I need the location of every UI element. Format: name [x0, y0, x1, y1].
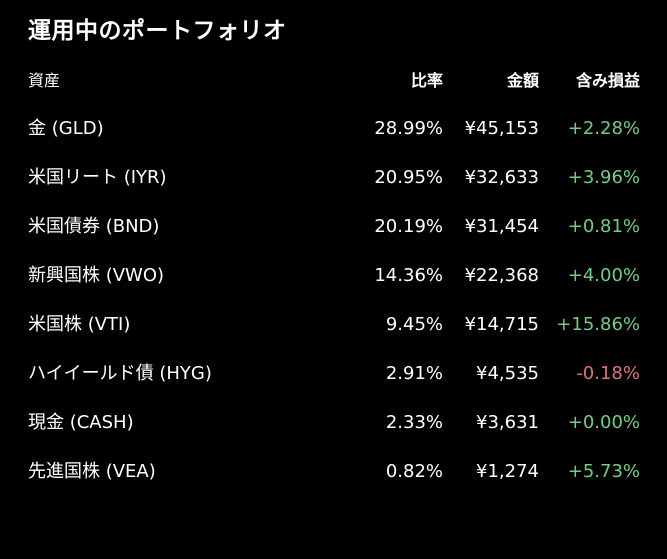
asset-name: 現金 (CASH)	[28, 412, 134, 433]
asset-amount: ¥31,454	[464, 216, 539, 237]
asset-gain: -0.18%	[576, 363, 640, 384]
page-title: 運用中のポートフォリオ	[28, 18, 287, 44]
asset-ratio: 14.36%	[374, 265, 443, 286]
asset-name: 米国債券 (BND)	[28, 216, 160, 237]
asset-gain: +15.86%	[556, 314, 640, 335]
asset-gain: +2.28%	[567, 118, 640, 139]
asset-gain: +3.96%	[567, 167, 640, 188]
table-row[interactable]: 米国リート (IYR) 20.95% ¥32,633 +3.96%	[0, 149, 667, 198]
asset-amount: ¥14,715	[464, 314, 539, 335]
asset-gain: +0.81%	[567, 216, 640, 237]
holdings-table: 資産 比率 金額 含み損益 金 (GLD) 28.99% ¥45,153 +2.…	[0, 62, 667, 492]
asset-name: 金 (GLD)	[28, 118, 104, 139]
column-header-asset: 資産	[28, 71, 61, 90]
asset-amount: ¥3,631	[476, 412, 539, 433]
asset-ratio: 20.19%	[374, 216, 443, 237]
asset-amount: ¥1,274	[476, 461, 539, 482]
table-row[interactable]: 現金 (CASH) 2.33% ¥3,631 +0.00%	[0, 394, 667, 443]
asset-ratio: 20.95%	[374, 167, 443, 188]
asset-gain: +5.73%	[567, 461, 640, 482]
asset-amount: ¥45,153	[464, 118, 539, 139]
asset-name: 先進国株 (VEA)	[28, 461, 156, 482]
asset-amount: ¥32,633	[464, 167, 539, 188]
asset-amount: ¥4,535	[476, 363, 539, 384]
table-row[interactable]: 先進国株 (VEA) 0.82% ¥1,274 +5.73%	[0, 443, 667, 492]
asset-gain: +4.00%	[567, 265, 640, 286]
asset-ratio: 9.45%	[385, 314, 443, 335]
table-row[interactable]: ハイイールド債 (HYG) 2.91% ¥4,535 -0.18%	[0, 345, 667, 394]
asset-ratio: 2.91%	[385, 363, 443, 384]
asset-amount: ¥22,368	[464, 265, 539, 286]
table-row[interactable]: 金 (GLD) 28.99% ¥45,153 +2.28%	[0, 100, 667, 149]
column-header-gain: 含み損益	[575, 71, 640, 90]
column-header-amount: 金額	[506, 71, 539, 90]
asset-name: 米国リート (IYR)	[28, 167, 167, 188]
asset-ratio: 28.99%	[374, 118, 443, 139]
asset-ratio: 0.82%	[385, 461, 443, 482]
table-header-row: 資産 比率 金額 含み損益	[0, 62, 667, 100]
column-header-ratio: 比率	[410, 71, 443, 90]
asset-name: 新興国株 (VWO)	[28, 265, 165, 286]
asset-name: 米国株 (VTI)	[28, 314, 131, 335]
table-row[interactable]: 新興国株 (VWO) 14.36% ¥22,368 +4.00%	[0, 247, 667, 296]
asset-name: ハイイールド債 (HYG)	[28, 363, 212, 384]
asset-gain: +0.00%	[567, 412, 640, 433]
table-row[interactable]: 米国債券 (BND) 20.19% ¥31,454 +0.81%	[0, 198, 667, 247]
table-row[interactable]: 米国株 (VTI) 9.45% ¥14,715 +15.86%	[0, 296, 667, 345]
asset-ratio: 2.33%	[385, 412, 443, 433]
